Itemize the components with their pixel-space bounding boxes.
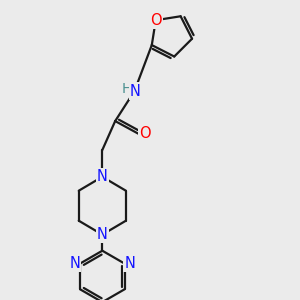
Text: H: H	[122, 82, 132, 96]
Text: N: N	[130, 84, 141, 99]
Text: O: O	[140, 126, 151, 141]
Text: N: N	[124, 256, 135, 271]
Text: N: N	[69, 256, 80, 271]
Text: O: O	[150, 13, 162, 28]
Text: N: N	[97, 169, 108, 184]
Text: N: N	[97, 227, 108, 242]
